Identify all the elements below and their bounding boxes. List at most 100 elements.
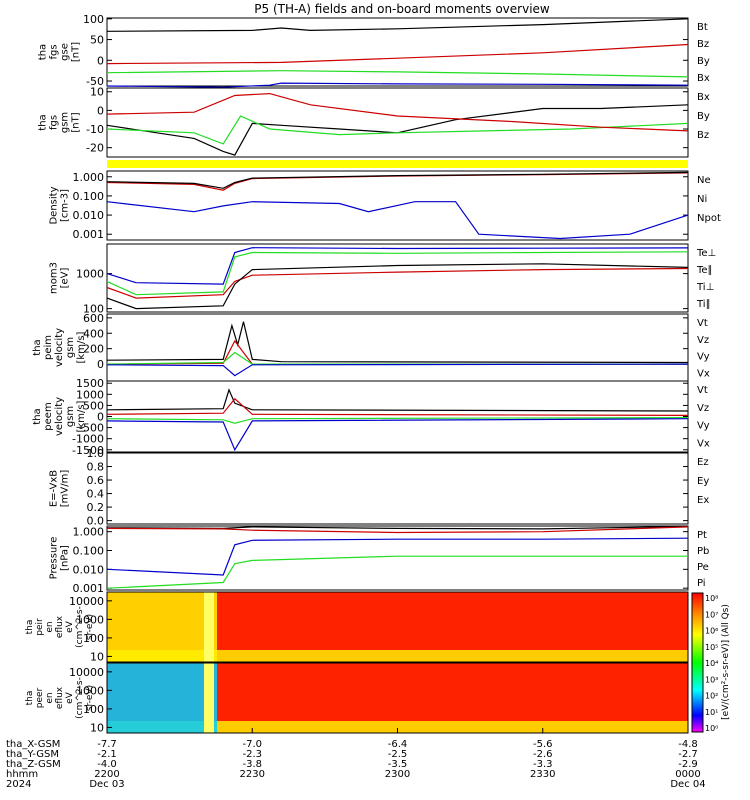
x-axis-value: -5.6 xyxy=(533,739,553,750)
y-tick-label-peem_velocity: -1500 xyxy=(72,444,104,457)
y-tick-label-peem_velocity: 1500 xyxy=(76,377,104,390)
colorbar-label: [eV/(cm²-s-sr-eV)] (All Qs) xyxy=(721,604,731,720)
x-axis-row-label: tha_Y-GSM xyxy=(6,749,59,760)
status-bar xyxy=(107,160,688,168)
colorbar-tick-label: 10⁰ xyxy=(705,724,718,733)
y-axis-label-line: eflux xyxy=(55,686,65,709)
legend-label-pressure: Pb xyxy=(697,546,709,557)
series-line-pressure-2 xyxy=(106,555,688,589)
x-axis-row-label: tha_Z-GSM xyxy=(6,759,61,770)
spectrogram-band-peir xyxy=(107,650,688,662)
x-axis-value: Dec 03 xyxy=(89,779,124,790)
y-tick-label-density: 0.010 xyxy=(73,209,105,222)
legend-label-fgs_gsm: Bz xyxy=(697,130,709,141)
legend-label-peim_velocity: Vx xyxy=(697,368,710,379)
y-axis-label-line: [eV] xyxy=(60,268,71,289)
y-axis-label-line: Density xyxy=(49,186,60,224)
y-axis-label-line: gsm xyxy=(60,112,71,133)
y-axis-label-line: tha xyxy=(25,620,35,635)
x-axis-value: -2.3 xyxy=(242,749,262,760)
y-axis-label-line: gsm xyxy=(65,337,76,358)
y-tick-label-peir: 10 xyxy=(90,650,104,663)
series-line-temperature-0 xyxy=(106,267,689,299)
series-line-temperature-1 xyxy=(106,263,689,310)
y-axis-label-efield: E=-VxB[mV/m] xyxy=(49,470,71,508)
y-tick-label-peir: 1000 xyxy=(76,613,104,626)
y-axis-label-line: tha xyxy=(25,691,35,706)
y-tick-label-fgs_gsm: 0 xyxy=(97,104,104,117)
panel-frame-peem_velocity xyxy=(106,380,689,453)
colorbar-tick-label: 10⁷ xyxy=(705,610,718,619)
series-line-fgs_gsm-0 xyxy=(106,104,689,156)
x-axis-value: -2.9 xyxy=(678,759,698,770)
panel-frame-fgs_gse xyxy=(106,17,689,87)
colorbar-tick-label: 10⁴ xyxy=(705,659,718,668)
x-axis-value: 2300 xyxy=(385,769,410,780)
y-tick-label-fgs_gse: 100 xyxy=(83,13,104,26)
y-tick-label-density: 1.000 xyxy=(73,171,105,184)
y-axis-label-line: eflux xyxy=(55,615,65,638)
y-tick-label-peim_velocity: 0 xyxy=(97,358,104,371)
series-line-peem_velocity-1 xyxy=(106,397,689,416)
legend-label-fgs_gsm: By xyxy=(697,111,710,122)
panel-frame-fgs_gsm xyxy=(106,87,689,158)
y-axis-label-pressure: Pressure[nPa] xyxy=(49,537,71,580)
legend-label-pressure: Pt xyxy=(697,530,707,541)
y-axis-label-fgs_gsm: thafgsgsm[nT] xyxy=(38,112,82,133)
y-tick-label-peem_velocity: -500 xyxy=(79,422,104,435)
y-tick-label-efield: 0.2 xyxy=(87,501,105,514)
series-line-fgs_gse-0 xyxy=(106,18,689,32)
series-line-fgs_gse-1 xyxy=(106,43,689,65)
legend-label-peim_velocity: Vy xyxy=(697,352,710,363)
y-tick-label-peir: 10000 xyxy=(69,595,104,608)
spectrogram-region-peer xyxy=(107,663,217,733)
x-axis-value: -7.0 xyxy=(242,739,262,750)
spectrogram-spike-peer xyxy=(204,663,214,733)
colorbar-tick-label: 10⁵ xyxy=(705,643,718,652)
legend-label-efield: Ez xyxy=(697,457,709,468)
y-axis-label-line: peem xyxy=(43,402,54,430)
y-axis-label-line: [nT] xyxy=(71,112,82,132)
x-axis-value: -4.0 xyxy=(97,759,117,770)
y-tick-label-fgs_gse: -50 xyxy=(86,75,104,88)
series-line-density-2 xyxy=(106,201,689,240)
x-axis-value: 2330 xyxy=(530,769,555,780)
y-axis-label-line: peer xyxy=(35,687,45,708)
y-axis-label-line: tha xyxy=(38,44,49,60)
y-tick-label-fgs_gsm: -10 xyxy=(86,123,104,136)
series-line-temperature-2 xyxy=(106,247,689,285)
y-axis-label-line: mom3 xyxy=(49,262,60,294)
series-line-pressure-1 xyxy=(106,526,689,534)
y-tick-label-peem_velocity: 1000 xyxy=(76,388,104,401)
y-axis-label-line: tha xyxy=(32,339,43,355)
y-tick-label-temperature: 1000 xyxy=(76,268,104,281)
y-tick-label-pressure: 0.010 xyxy=(73,563,105,576)
y-tick-label-fgs_gse: 0 xyxy=(97,54,104,67)
y-axis-label-line: en xyxy=(45,621,55,632)
x-axis-value: -2.1 xyxy=(97,749,117,760)
y-axis-label-line: Pressure xyxy=(49,537,60,580)
x-axis-value: -3.5 xyxy=(388,759,408,770)
spectrogram-frame-peir xyxy=(106,591,689,663)
y-tick-label-peer: 10 xyxy=(90,721,104,734)
y-tick-label-peir: 100 xyxy=(83,632,104,645)
y-tick-label-temperature: 100 xyxy=(83,303,104,316)
x-axis-value: -6.4 xyxy=(388,739,408,750)
legend-label-peem_velocity: Vz xyxy=(697,403,709,414)
y-axis-label-peem_velocity: thapeemvelocitygsm[km/s] xyxy=(32,397,87,436)
y-axis-label-line: E=-VxB xyxy=(49,470,60,507)
y-axis-label-line: en xyxy=(45,692,55,703)
y-axis-label-line: velocity xyxy=(54,397,65,436)
y-axis-label-line: [nPa] xyxy=(60,545,71,571)
colorbar-tick-label: 10³ xyxy=(705,675,718,684)
y-tick-label-fgs_gse: 50 xyxy=(90,34,104,47)
y-axis-label-line: (cm^2-s- xyxy=(75,677,85,719)
y-tick-label-efield: 0.6 xyxy=(87,474,105,487)
panel-frame-efield xyxy=(106,452,689,525)
legend-label-density: Ni xyxy=(697,194,707,205)
colorbar xyxy=(691,592,704,733)
colorbar-tick-label: 10⁸ xyxy=(705,594,718,603)
y-axis-label-line: (cm^2-s- xyxy=(75,606,85,648)
series-line-peem_velocity-2 xyxy=(106,417,689,424)
legend-label-peim_velocity: Vt xyxy=(697,318,708,329)
